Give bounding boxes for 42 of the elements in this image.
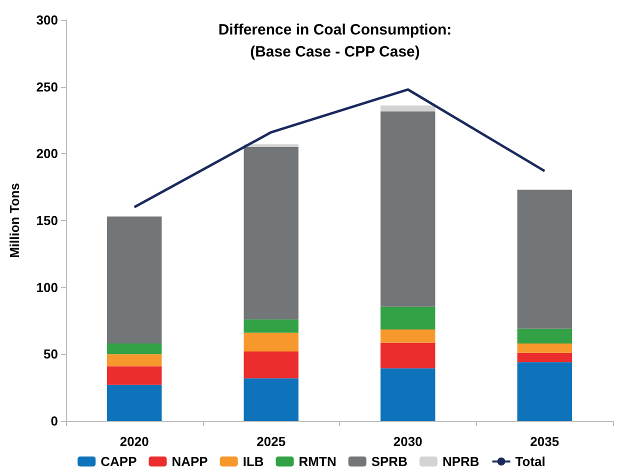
y-tick-label: 100 [36,280,58,295]
bar [380,342,436,368]
legend-label: ILB [242,454,264,469]
bar [107,216,162,344]
bar [517,190,572,329]
legend-label: NPRB [442,454,480,469]
y-tick-label: 0 [50,414,58,428]
y-tick-label: 250 [36,79,58,94]
x-tick-label: 2035 [530,434,560,449]
bar [380,329,436,343]
bar [380,106,436,112]
bar [517,352,572,362]
legend-label: SPRB [371,454,408,469]
bar [107,384,162,421]
bar [244,351,298,378]
legend-label: Total [515,454,546,469]
x-tick-label: 2025 [256,434,286,449]
bar [380,112,436,307]
text: Difference in Coal Consumption: (Base Case - CPP Case) [218,22,452,60]
bar [244,146,298,320]
bar [107,366,162,385]
bar [244,319,298,333]
bar [107,354,162,366]
line-series [133,88,546,208]
legend-label: CAPP [100,454,138,469]
legend-label: NAPP [172,454,208,469]
x-tick-label: 2020 [120,434,149,449]
bar [517,362,572,421]
bar [107,343,162,354]
y-tick-label: 300 [36,12,58,28]
y-tick-label: 50 [44,346,58,362]
bar [244,378,298,421]
bar [380,306,436,330]
bar [517,343,572,353]
y-tick-label: 150 [36,213,58,228]
y-axis-title: Million Tons [7,183,22,258]
bar [244,332,298,352]
bar [517,328,572,344]
y-tick-label: 200 [36,146,58,162]
legend-label: RMTN [298,454,336,469]
x-tick-label: 2030 [393,434,422,449]
bar [380,368,436,421]
